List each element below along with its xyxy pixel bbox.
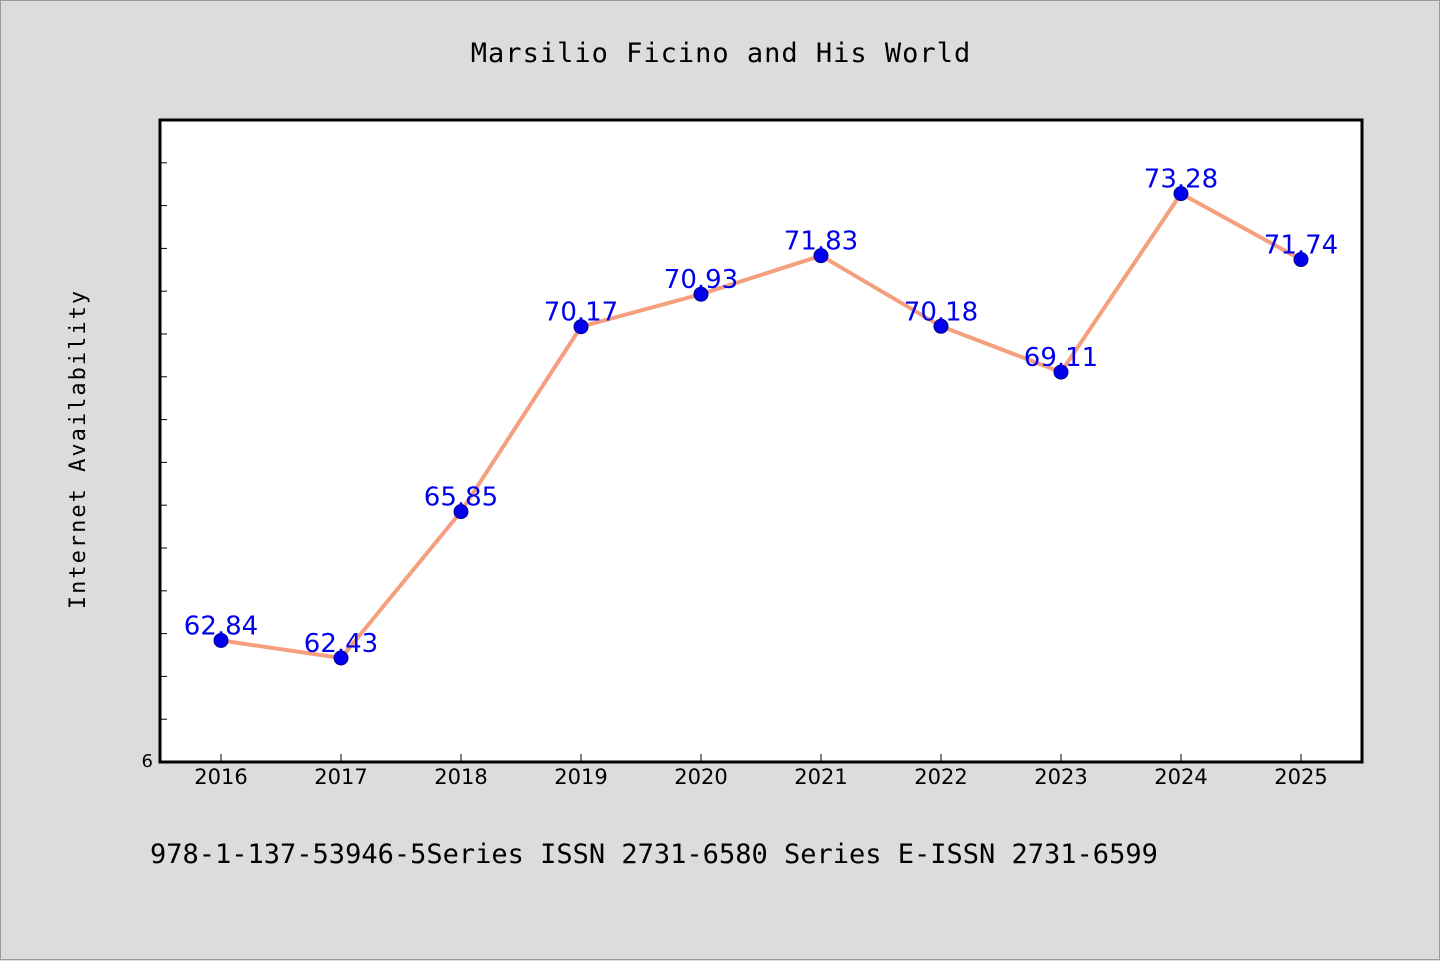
data-point	[693, 286, 709, 302]
data-point	[933, 318, 949, 334]
x-tick-label: 2025	[1274, 765, 1327, 789]
data-point	[1053, 364, 1069, 380]
data-label: 70.17	[544, 298, 618, 328]
data-label: 71.74	[1264, 231, 1338, 261]
data-points	[213, 186, 1309, 666]
data-labels: 62.84 62.43 65.85 70.17 70.93 71.83 70.18 69.11…	[184, 165, 1338, 659]
x-tick-label: 2018	[434, 765, 487, 789]
data-label: 70.18	[904, 297, 978, 327]
x-tick-label: 2023	[1034, 765, 1087, 789]
series-line	[220, 191, 1302, 660]
chart-title: Marsilio Ficino and His World	[471, 38, 971, 69]
x-tick-label: 2021	[794, 765, 847, 789]
data-label: 62.84	[184, 611, 258, 641]
y-axis-ticks	[160, 162, 167, 720]
data-label: 73.28	[1144, 165, 1218, 195]
footer-isbn-issn: 978-1-137-53946-5Series ISSN 2731-6580 S…	[150, 839, 1158, 870]
data-label: 62.43	[304, 629, 378, 659]
x-axis: 2016 2017 2018 2019 2020 2021 2022 2023 2024 2025	[194, 754, 1328, 789]
data-point	[453, 504, 469, 520]
data-point	[813, 248, 829, 264]
x-tick-label: 2022	[914, 765, 967, 789]
x-tick-label: 2016	[194, 765, 247, 789]
data-point	[573, 319, 589, 335]
plot-area	[158, 118, 1364, 764]
x-tick-label: 2017	[314, 765, 367, 789]
x-tick-label: 2020	[674, 765, 727, 789]
y-tick-label: 6	[142, 751, 153, 772]
data-label: 69.11	[1024, 343, 1098, 373]
data-point	[213, 632, 229, 648]
data-label: 65.85	[424, 483, 498, 513]
data-label: 71.83	[784, 227, 858, 257]
x-tick-label: 2019	[554, 765, 607, 789]
y-axis-label: Internet Availability	[66, 289, 91, 609]
data-point	[333, 650, 349, 666]
data-point	[1173, 186, 1189, 202]
data-label: 70.93	[664, 265, 738, 295]
data-point	[1293, 252, 1309, 268]
x-tick-label: 2024	[1154, 765, 1207, 789]
